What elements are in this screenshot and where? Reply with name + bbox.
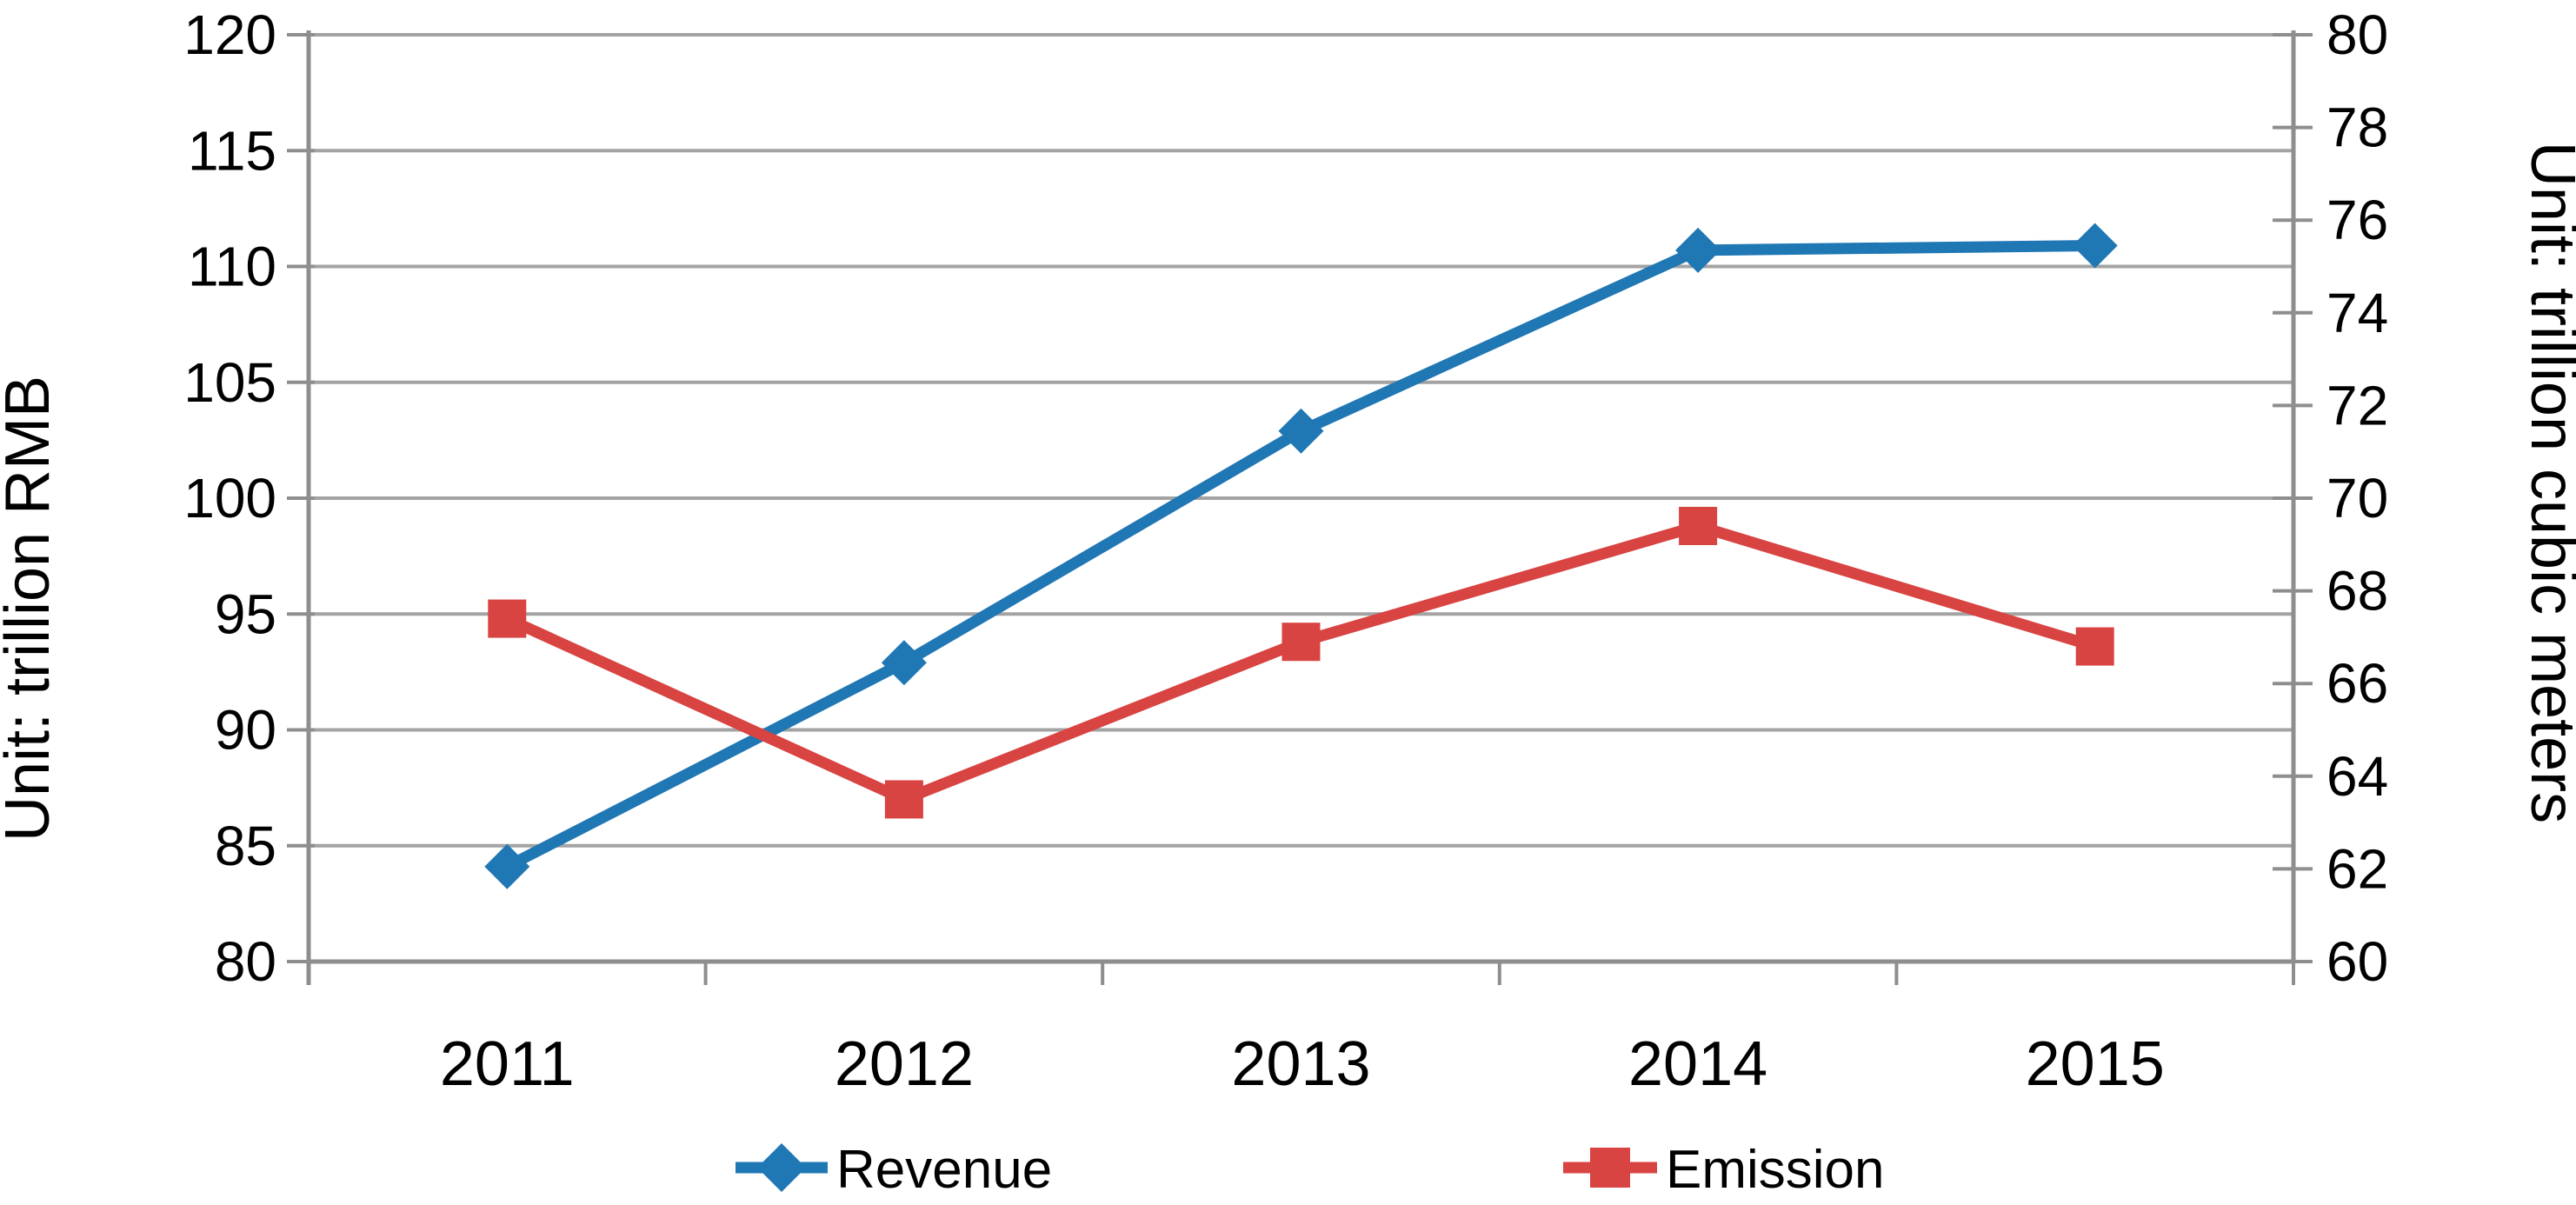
revenue-marker: [1278, 408, 1324, 454]
right-axis-tick-label: 64: [2326, 745, 2388, 808]
left-axis-tick-label: 95: [215, 583, 276, 645]
left-axis-tick-label: 115: [188, 119, 276, 182]
right-axis-tick-label: 74: [2326, 282, 2388, 344]
emission-marker: [1281, 622, 1321, 662]
emission-line: [501, 520, 2101, 805]
left-axis-tick-label: 110: [188, 236, 276, 298]
revenue-marker: [2072, 223, 2118, 269]
left-axis-tick-label: 80: [215, 930, 276, 993]
revenue-marker: [1675, 227, 1721, 273]
x-axis-category-label: 2014: [1628, 1029, 1767, 1099]
right-axis-tick-label: 80: [2326, 3, 2388, 66]
emission-marker: [2075, 627, 2114, 666]
tick-label-layer: 80 85 90 95 100 105 110 115 120 60 62 64 66 68 70 72 74 7…: [183, 3, 2388, 1099]
x-axis-category-label: 2015: [2026, 1029, 2165, 1099]
series-layer: [484, 223, 2118, 889]
emission-marker: [884, 780, 923, 819]
right-axis-tick-label: 78: [2326, 97, 2388, 159]
revenue-marker: [484, 843, 530, 889]
left-axis-tick-label: 85: [215, 815, 276, 877]
legend-diamond-icon: [757, 1143, 806, 1192]
right-axis-tick-label: 62: [2326, 837, 2388, 900]
x-axis-category-label: 2011: [440, 1029, 575, 1099]
emission-marker: [1679, 506, 1718, 545]
right-axis-tick-label: 60: [2326, 930, 2388, 993]
left-axis-tick-label: 105: [183, 351, 276, 414]
left-axis-title: Unit: trillion RMB: [0, 376, 63, 842]
right-axis-tick-label: 76: [2326, 189, 2388, 251]
revenue-line: [501, 240, 2101, 873]
left-axis-tick-label: 100: [183, 467, 276, 529]
right-axis-title: Unit: trillion cubic meters: [2518, 142, 2576, 823]
emission-marker: [488, 599, 527, 638]
right-axis-tick-label: 66: [2326, 652, 2388, 715]
revenue-marker: [881, 640, 927, 686]
right-axis-tick-label: 70: [2326, 467, 2388, 529]
legend-item-revenue: Revenue: [736, 1140, 1052, 1200]
x-axis-category-label: 2013: [1231, 1029, 1370, 1099]
x-axis-category-label: 2012: [835, 1029, 974, 1099]
grid-layer: [309, 33, 2293, 964]
legend-square-icon: [1590, 1148, 1630, 1188]
axis-layer: [287, 30, 2313, 985]
legend-label: Emission: [1666, 1140, 1885, 1200]
left-axis-tick-label: 120: [183, 3, 276, 66]
legend-item-emission: Emission: [1563, 1140, 1885, 1200]
left-axis-tick-label: 90: [215, 699, 276, 762]
legend-label: Revenue: [836, 1140, 1052, 1200]
right-axis-tick-label: 68: [2326, 560, 2388, 622]
right-axis-tick-label: 72: [2326, 374, 2388, 436]
legend: Revenue Emission: [736, 1140, 1885, 1200]
